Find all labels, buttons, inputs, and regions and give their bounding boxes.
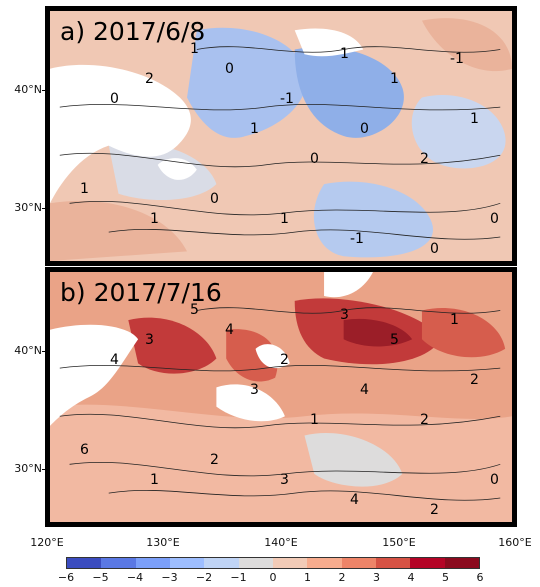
contour-label: 4 xyxy=(350,492,359,508)
colorbar-tick-label: −6 xyxy=(57,571,75,584)
colorbar-segment xyxy=(410,558,445,568)
contour-label: 5 xyxy=(190,302,199,318)
colorbar-tick-label: −5 xyxy=(92,571,109,584)
colorbar-tick-label: −4 xyxy=(126,571,144,584)
panel-title: b) 2017/7/16 xyxy=(60,278,222,307)
x-tick-label: 120°E xyxy=(30,536,64,549)
y-tick-label: 40°N xyxy=(14,83,42,96)
y-tick-label: 30°N xyxy=(14,462,42,475)
contour-label: 1 xyxy=(470,111,479,127)
contour-label: 2 xyxy=(280,352,289,368)
contour-label: 0 xyxy=(210,191,219,207)
contour-label: 5 xyxy=(390,332,399,348)
x-tick-label: 140°E xyxy=(264,536,298,549)
y-tick xyxy=(42,90,46,91)
colorbar-tick-label: −2 xyxy=(195,571,213,584)
contour-label: 6 xyxy=(80,442,89,458)
contour-label: 4 xyxy=(360,382,369,398)
x-tick-label: 130°E xyxy=(146,536,180,549)
contour-label: 0 xyxy=(110,91,119,107)
colorbar-segment xyxy=(444,558,479,568)
contour-label: 2 xyxy=(420,151,429,167)
contour-label: 0 xyxy=(360,121,369,137)
contour-label: -1 xyxy=(450,51,464,67)
map-panel-a: a) 2017/6/8 1 0 2 1 0 1 -1 0 1 0 1 2 -1 1 0 1 0 1 -1 0 xyxy=(45,6,517,266)
colorbar-segment xyxy=(135,558,170,568)
colorbar-tick-label: −3 xyxy=(161,571,178,584)
contour-label: 1 xyxy=(250,121,259,137)
colorbar-segment xyxy=(272,558,308,568)
contour-label: 0 xyxy=(490,211,499,227)
contour-label: 1 xyxy=(450,312,459,328)
contour-label: 1 xyxy=(390,71,399,87)
colorbar-segment xyxy=(67,558,102,568)
contour-label: 2 xyxy=(145,71,154,87)
contour-label: 4 xyxy=(225,322,234,338)
panel-title: a) 2017/6/8 xyxy=(60,17,206,46)
contour-label: 2 xyxy=(430,502,439,518)
contour-label: -1 xyxy=(280,91,294,107)
contour-label: 3 xyxy=(280,472,289,488)
colorbar-tick-label: −1 xyxy=(230,571,247,584)
contour-label: 2 xyxy=(420,412,429,428)
map-panel-b: b) 2017/7/16 6 4 3 5 4 3 2 1 3 4 5 2 1 2 0 1 2 3 4 2 xyxy=(45,267,517,527)
colorbar-tick-label: 2 xyxy=(338,571,346,584)
contour-label: 0 xyxy=(490,472,499,488)
contour-label: 1 xyxy=(310,412,319,428)
x-tick-label: 160°E xyxy=(498,536,532,549)
contour-label: 3 xyxy=(250,382,259,398)
contour-label: 3 xyxy=(340,307,349,323)
contour-label: 2 xyxy=(210,452,219,468)
sst-anomaly-map-a xyxy=(50,11,512,261)
contour-label: 3 xyxy=(145,332,154,348)
contour-label: -1 xyxy=(350,231,364,247)
y-tick-label: 30°N xyxy=(14,201,42,214)
contour-label: 0 xyxy=(225,61,234,77)
y-tick xyxy=(42,208,46,209)
contour-label: 1 xyxy=(150,211,159,227)
colorbar-segment xyxy=(204,558,239,568)
colorbar-segment xyxy=(307,558,342,568)
contour-label: 2 xyxy=(470,372,479,388)
contour-label: 1 xyxy=(340,46,349,62)
colorbar-segment xyxy=(375,558,411,568)
colorbar-tick-label: 0 xyxy=(269,571,277,584)
colorbar-segment xyxy=(101,558,136,568)
contour-label: 0 xyxy=(310,151,319,167)
colorbar-segment xyxy=(341,558,376,568)
contour-label: 1 xyxy=(280,211,289,227)
colorbar-tick-label: 3 xyxy=(373,571,380,584)
contour-label: 4 xyxy=(110,352,119,368)
colorbar-tick-label: 4 xyxy=(407,571,415,584)
colorbar-segment xyxy=(169,558,205,568)
y-tick-label: 40°N xyxy=(14,344,42,357)
sst-anomaly-map-b xyxy=(50,272,512,522)
colorbar xyxy=(66,557,480,569)
contour-label: 1 xyxy=(190,41,199,57)
colorbar-tick-label: 1 xyxy=(304,571,311,584)
y-tick xyxy=(42,351,46,352)
contour-label: 1 xyxy=(150,472,159,488)
contour-label: 0 xyxy=(430,241,439,257)
colorbar-tick-label: 5 xyxy=(442,571,449,584)
x-tick-label: 150°E xyxy=(382,536,416,549)
colorbar-segment xyxy=(238,558,273,568)
y-tick xyxy=(42,469,46,470)
colorbar-tick-label: 6 xyxy=(476,571,484,584)
contour-label: 1 xyxy=(80,181,89,197)
